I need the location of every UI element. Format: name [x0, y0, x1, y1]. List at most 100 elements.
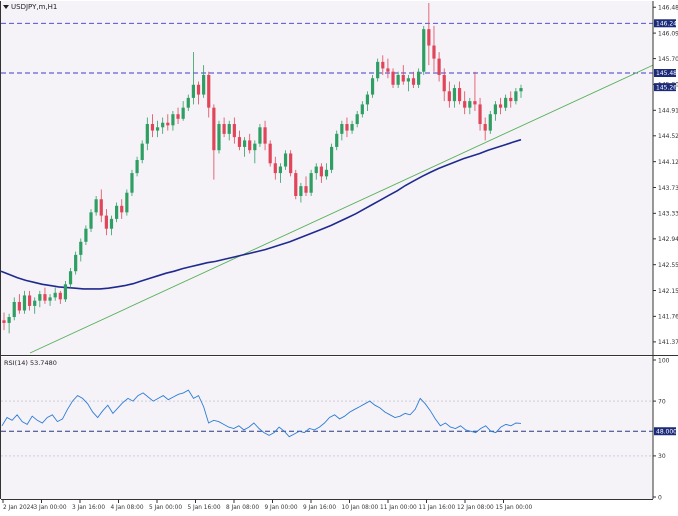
time-tick-label: 8 Jan 08:00: [226, 505, 259, 511]
candle-body: [105, 216, 108, 229]
candle-body: [202, 75, 205, 95]
candle-body: [509, 98, 512, 101]
candle-body: [146, 124, 149, 144]
price-tick-label: 142.945: [658, 236, 678, 243]
price-tick-label: 145.700: [658, 56, 678, 63]
candle-body: [310, 173, 313, 193]
time-tick-label: 12 Jan 08:00: [457, 505, 494, 511]
candle-body: [432, 46, 435, 59]
candle-body: [166, 123, 169, 126]
candle-body: [238, 137, 241, 147]
candle-body: [356, 114, 359, 124]
candle-body: [248, 140, 251, 150]
candle-body: [263, 127, 266, 143]
candle-body: [499, 104, 502, 107]
candle-body: [494, 104, 497, 114]
time-tick-label: 3 Jan 16:00: [72, 505, 105, 511]
candle-body: [110, 219, 113, 229]
candle-body: [320, 167, 323, 177]
time-tick-label: 3 Jan 00:00: [34, 505, 67, 511]
candle-body: [192, 85, 195, 98]
price-tick-label: 143.730: [658, 185, 678, 192]
candle-body: [130, 173, 133, 193]
time-tick-label: 5 Jan 16:00: [188, 505, 221, 511]
candle-body: [514, 91, 517, 101]
candle-body: [304, 186, 307, 193]
candle-body: [366, 95, 369, 105]
candle-body: [59, 293, 62, 300]
candle-body: [23, 295, 26, 310]
symbol-label: USDJPY,m,H1: [11, 3, 57, 11]
candle-body: [289, 153, 292, 173]
candle-body: [182, 108, 185, 119]
rsi-tick-label: 0: [658, 494, 662, 501]
candle-body: [54, 293, 57, 298]
candle-body: [412, 78, 415, 85]
price-tick-label: 144.125: [658, 159, 678, 166]
candle-body: [422, 29, 425, 72]
candle-body: [243, 140, 246, 147]
candle-body: [473, 101, 476, 104]
time-tick-label: 9 Jan 16:00: [303, 505, 336, 511]
candle-body: [443, 75, 446, 91]
price-tick-label: 141.760: [658, 314, 678, 321]
rsi-label: RSI(14) 53.7480: [4, 359, 57, 367]
candle-body: [187, 98, 190, 108]
candle-body: [269, 144, 272, 164]
candle-body: [176, 114, 179, 119]
candle-body: [448, 91, 451, 101]
candle-body: [79, 242, 82, 255]
candle-body: [228, 124, 231, 134]
candle-body: [330, 147, 333, 170]
candle-body: [407, 78, 410, 81]
candle-body: [437, 59, 440, 75]
candle-body: [397, 75, 400, 85]
time-tick-label: 15 Jan 00:00: [496, 505, 533, 511]
price-tick-label: 142.550: [658, 262, 678, 269]
candle-body: [376, 62, 379, 78]
candle-body: [453, 88, 456, 101]
candle-body: [18, 302, 21, 311]
time-tick-label: 9 Jan 00:00: [265, 505, 298, 511]
candle-body: [95, 199, 98, 212]
candle-body: [371, 78, 374, 94]
candle-body: [340, 124, 343, 134]
candle-body: [217, 124, 220, 150]
candle-body: [299, 186, 302, 196]
candle-body: [171, 114, 174, 125]
price-tick-label: 144.520: [658, 133, 678, 140]
candle-body: [350, 124, 353, 131]
candle-body: [402, 75, 405, 82]
rsi-tick-label: 100: [658, 357, 670, 364]
rsi-level-label: 48.0000: [656, 428, 678, 435]
candle-body: [69, 271, 72, 284]
candle-body: [120, 206, 123, 213]
main-plot-area[interactable]: [1, 1, 653, 355]
price-tick-label: 144.910: [658, 108, 678, 115]
candle-body: [325, 170, 328, 177]
rsi-plot-area[interactable]: [1, 357, 653, 499]
candle-body: [212, 108, 215, 151]
candle-body: [427, 29, 430, 45]
time-tick-label: 4 Jan 08:00: [111, 505, 144, 511]
symbol-header[interactable]: USDJPY,m,H1: [3, 3, 57, 11]
candle-body: [43, 294, 46, 301]
time-tick-label: 11 Jan 16:00: [419, 505, 456, 511]
candle-body: [463, 101, 466, 108]
candle-body: [84, 229, 87, 242]
candle-body: [391, 72, 394, 85]
candle-body: [100, 199, 103, 215]
candle-body: [197, 85, 200, 95]
time-tick-label: 5 Jan 00:00: [149, 505, 182, 511]
candle-body: [468, 101, 471, 108]
candle-body: [28, 295, 31, 305]
candle-body: [135, 160, 138, 173]
candle-body: [361, 104, 364, 114]
candle-body: [89, 212, 92, 228]
rsi-tick-label: 70: [658, 398, 666, 405]
candle-body: [345, 124, 348, 131]
candle-body: [504, 98, 507, 108]
candle-body: [115, 206, 118, 219]
